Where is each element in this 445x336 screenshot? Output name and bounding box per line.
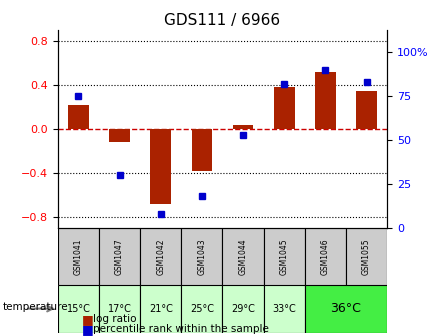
Text: GSM1042: GSM1042 [156,238,165,275]
Bar [182,285,222,333]
Bar [150,129,171,204]
Text: temperature: temperature [2,302,68,312]
Bar [222,285,263,333]
Text: GSM1044: GSM1044 [239,238,247,275]
Bar [109,129,130,142]
Bar [58,228,99,285]
Text: 21°C: 21°C [149,304,173,313]
Text: GSM1047: GSM1047 [115,238,124,275]
Bar [192,129,212,171]
Bar [182,228,222,285]
Title: GDS111 / 6966: GDS111 / 6966 [165,13,280,28]
Text: log ratio: log ratio [93,314,137,324]
Text: 36°C: 36°C [331,302,361,315]
Bar [140,285,182,333]
Bar [99,228,140,285]
Text: ■: ■ [82,313,94,326]
Text: 29°C: 29°C [231,304,255,313]
Text: 15°C: 15°C [66,304,90,313]
Bar [264,285,305,333]
Bar [222,228,263,285]
Bar [99,285,140,333]
Bar [274,87,295,129]
Text: GSM1055: GSM1055 [362,238,371,275]
Bar [315,72,336,129]
Bar [346,228,387,285]
Text: GSM1045: GSM1045 [280,238,289,275]
Text: 33°C: 33°C [272,304,296,313]
Text: GSM1046: GSM1046 [321,238,330,275]
Bar [68,105,89,129]
Text: GSM1043: GSM1043 [198,238,206,275]
Text: GSM1041: GSM1041 [74,238,83,275]
Text: 25°C: 25°C [190,304,214,313]
Text: 17°C: 17°C [108,304,132,313]
Text: ■: ■ [82,323,94,336]
Text: percentile rank within the sample: percentile rank within the sample [93,324,269,334]
Bar [305,285,387,333]
Bar [233,125,253,129]
Bar [58,285,99,333]
Bar [140,228,182,285]
Bar [356,91,377,129]
Bar [264,228,305,285]
Bar [305,228,346,285]
